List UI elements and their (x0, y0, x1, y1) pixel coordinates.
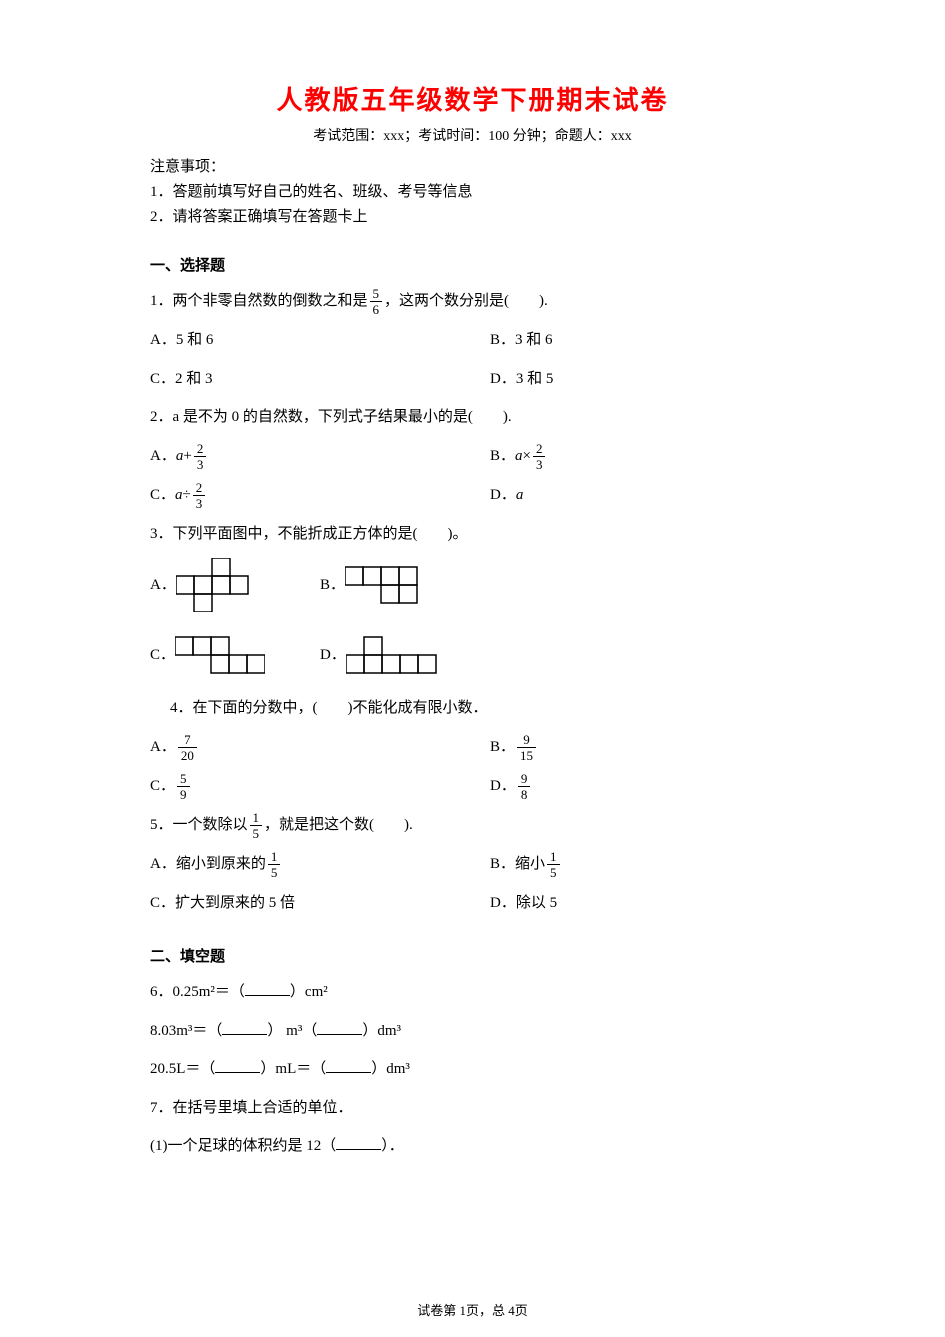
q2-options-row1: A．a+23 B．a×23 (150, 442, 795, 471)
notice-line-2: 2．请将答案正确填写在答题卡上 (150, 205, 795, 226)
q3-optC: C． (150, 628, 320, 682)
question-6-line1: 6．0.25m²＝（）cm² (150, 978, 795, 1007)
q1-options-row1: A．5 和 6 B．3 和 6 (150, 326, 795, 355)
q4-optA: A．720 (150, 733, 490, 762)
section-2-header: 二、填空题 (150, 945, 795, 966)
q5-fraction: 15 (250, 811, 263, 840)
q5-optB: B．缩小15 (490, 850, 795, 879)
q4-optD: D．98 (490, 772, 795, 801)
cube-net-b-icon (345, 558, 435, 612)
q2-optC: C．a÷23 (150, 481, 490, 510)
q4-options-row1: A．720 B．915 (150, 733, 795, 762)
blank-input (215, 1058, 260, 1073)
question-7-sub1: (1)一个足球的体积约是 12（）． (150, 1132, 795, 1161)
q3-options-row1: A． B． (150, 558, 795, 612)
q5-suffix: ，就是把这个数( ). (264, 817, 413, 833)
exam-title: 人教版五年级数学下册期末试卷 (150, 80, 795, 117)
exam-page: 人教版五年级数学下册期末试卷 考试范围：xxx；考试时间：100 分钟；命题人：… (0, 0, 945, 1337)
blank-input (336, 1135, 381, 1150)
q1-fraction: 56 (370, 287, 383, 316)
blank-input (326, 1058, 371, 1073)
blank-input (245, 981, 290, 996)
q1-optB: B．3 和 6 (490, 326, 795, 355)
q2-optB: B．a×23 (490, 442, 795, 471)
exam-subtitle: 考试范围：xxx；考试时间：100 分钟；命题人：xxx (150, 125, 795, 145)
q5-optD: D．除以 5 (490, 889, 795, 918)
q4-optA-frac: 720 (178, 733, 197, 762)
q4-optB: B．915 (490, 733, 795, 762)
q5-optA: A．缩小到原来的15 (150, 850, 490, 879)
notice-header: 注意事项： (150, 155, 795, 176)
q2-optC-frac: 23 (193, 481, 206, 510)
page-footer: 试卷第 1页，总 4页 (0, 1300, 945, 1319)
question-5: 5．一个数除以15，就是把这个数( ). (150, 811, 795, 840)
question-7: 7．在括号里填上合适的单位． (150, 1094, 795, 1123)
q2-options-row2: C．a÷23 D．a (150, 481, 795, 510)
question-2: 2．a 是不为 0 的自然数，下列式子结果最小的是( ). (150, 403, 795, 432)
blank-input (222, 1020, 267, 1035)
q2-optA-frac: 23 (194, 442, 207, 471)
q5-optB-frac: 15 (547, 850, 560, 879)
q1-optC: C．2 和 3 (150, 365, 490, 394)
question-4: 4．在下面的分数中，( )不能化成有限小数． (150, 694, 795, 723)
q5-options-row2: C．扩大到原来的 5 倍 D．除以 5 (150, 889, 795, 918)
q5-optA-frac: 15 (268, 850, 281, 879)
cube-net-a-icon (176, 558, 266, 612)
q2-optA: A．a+23 (150, 442, 490, 471)
q3-optD: D． (320, 635, 795, 675)
q3-optB: B． (320, 558, 795, 612)
section-1-header: 一、选择题 (150, 254, 795, 275)
q1-options-row2: C．2 和 3 D．3 和 5 (150, 365, 795, 394)
blank-input (317, 1020, 362, 1035)
q1-suffix: ，这两个数分别是( ). (384, 293, 548, 309)
q2-optD: D．a (490, 481, 795, 510)
q4-options-row2: C．59 D．98 (150, 772, 795, 801)
q2-optB-frac: 23 (533, 442, 546, 471)
q4-optD-frac: 98 (518, 772, 531, 801)
question-3: 3．下列平面图中，不能折成正方体的是( )。 (150, 520, 795, 549)
question-6-line3: 20.5L＝（）mL＝（）dm³ (150, 1055, 795, 1084)
q5-optC: C．扩大到原来的 5 倍 (150, 889, 490, 918)
q1-optD: D．3 和 5 (490, 365, 795, 394)
q1-prefix: 1．两个非零自然数的倒数之和是 (150, 293, 368, 309)
question-1: 1．两个非零自然数的倒数之和是56，这两个数分别是( ). (150, 287, 795, 316)
q3-options-row2: C． D． (150, 628, 795, 682)
cube-net-d-icon (346, 635, 454, 675)
q4-optB-frac: 915 (517, 733, 536, 762)
q5-prefix: 5．一个数除以 (150, 817, 248, 833)
q1-optA: A．5 和 6 (150, 326, 490, 355)
q5-options-row1: A．缩小到原来的15 B．缩小15 (150, 850, 795, 879)
q4-optC: C．59 (150, 772, 490, 801)
q4-optC-frac: 59 (177, 772, 190, 801)
question-6-line2: 8.03m³＝（） m³（）dm³ (150, 1017, 795, 1046)
q3-optA: A． (150, 558, 320, 612)
notice-line-1: 1．答题前填写好自己的姓名、班级、考号等信息 (150, 180, 795, 201)
cube-net-c-icon (175, 628, 265, 682)
